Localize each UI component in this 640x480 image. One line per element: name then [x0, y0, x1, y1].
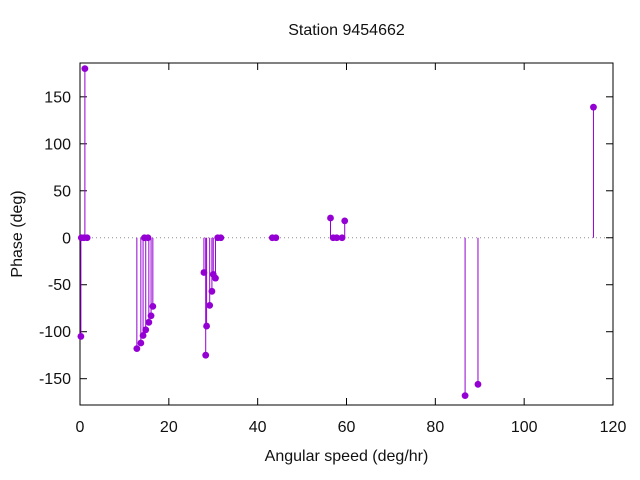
data-point — [133, 345, 141, 353]
data-point — [474, 380, 482, 388]
data-point — [147, 312, 155, 320]
chart-title: Station 9454662 — [288, 22, 405, 39]
y-tick-label: 150 — [44, 89, 71, 106]
y-tick-label: 100 — [44, 136, 71, 153]
x-tick-label: 40 — [249, 419, 267, 436]
data-point — [145, 318, 153, 326]
data-point — [272, 234, 280, 242]
y-tick-label: -100 — [39, 324, 71, 341]
data-point — [341, 217, 349, 225]
x-axis-label: Angular speed (deg/hr) — [264, 448, 429, 465]
y-tick-label: 50 — [53, 183, 71, 200]
data-point — [202, 351, 210, 359]
data-point — [144, 234, 152, 242]
x-tick-label: 120 — [600, 419, 627, 436]
data-point — [217, 234, 225, 242]
data-point — [77, 333, 85, 340]
data-point — [203, 322, 210, 330]
data-point — [137, 339, 145, 347]
x-tick-label: 100 — [511, 419, 538, 436]
data-point — [83, 234, 91, 242]
data-point — [208, 287, 216, 295]
y-axis-label: Phase (deg) — [9, 190, 26, 278]
x-tick-label: 0 — [76, 419, 85, 436]
y-tick-label: -50 — [48, 277, 71, 294]
data-point — [590, 103, 597, 111]
plot-border — [79, 62, 614, 406]
data-point — [327, 214, 334, 222]
data-point — [81, 65, 89, 73]
x-tick-label: 80 — [426, 419, 444, 436]
x-tick-label: 60 — [338, 419, 356, 436]
x-tick-label: 20 — [160, 419, 178, 436]
data-point — [338, 234, 346, 242]
y-tick-label: 0 — [62, 230, 71, 247]
data-point — [212, 274, 219, 282]
y-tick-label: -150 — [39, 371, 71, 388]
data-point — [461, 392, 469, 400]
data-point — [142, 326, 150, 334]
data-point — [206, 302, 214, 309]
data-point — [139, 332, 147, 339]
data-point — [333, 234, 341, 242]
data-point — [149, 302, 157, 310]
